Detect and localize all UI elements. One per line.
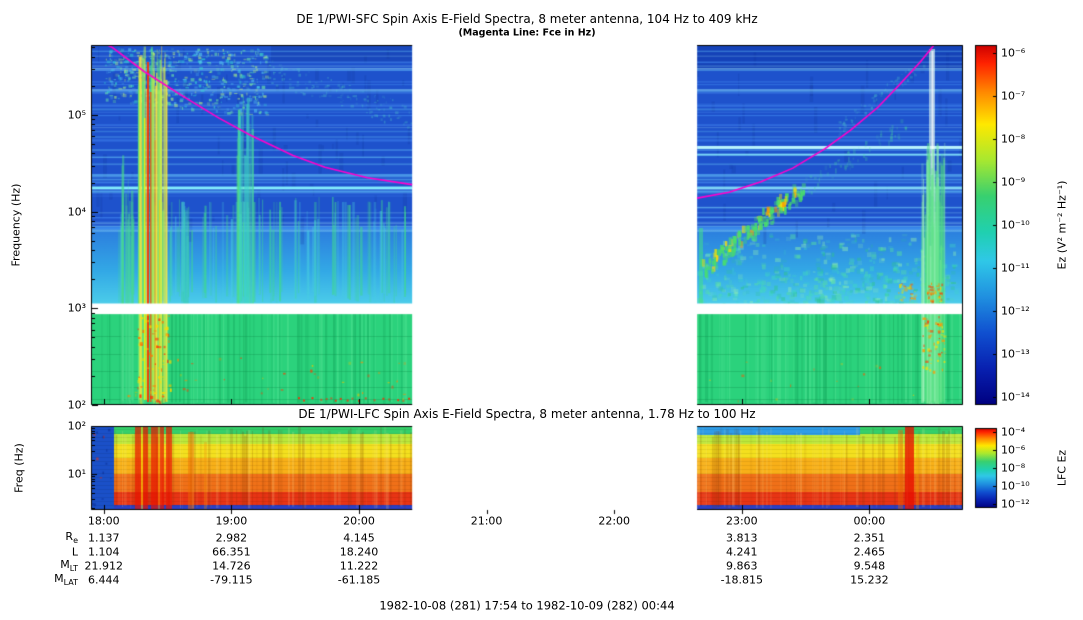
spectrogram-canvas <box>0 0 1083 620</box>
spectrogram-figure: DE 1/PWI-SFC Spin Axis E-Field Spectra, … <box>0 0 1083 620</box>
